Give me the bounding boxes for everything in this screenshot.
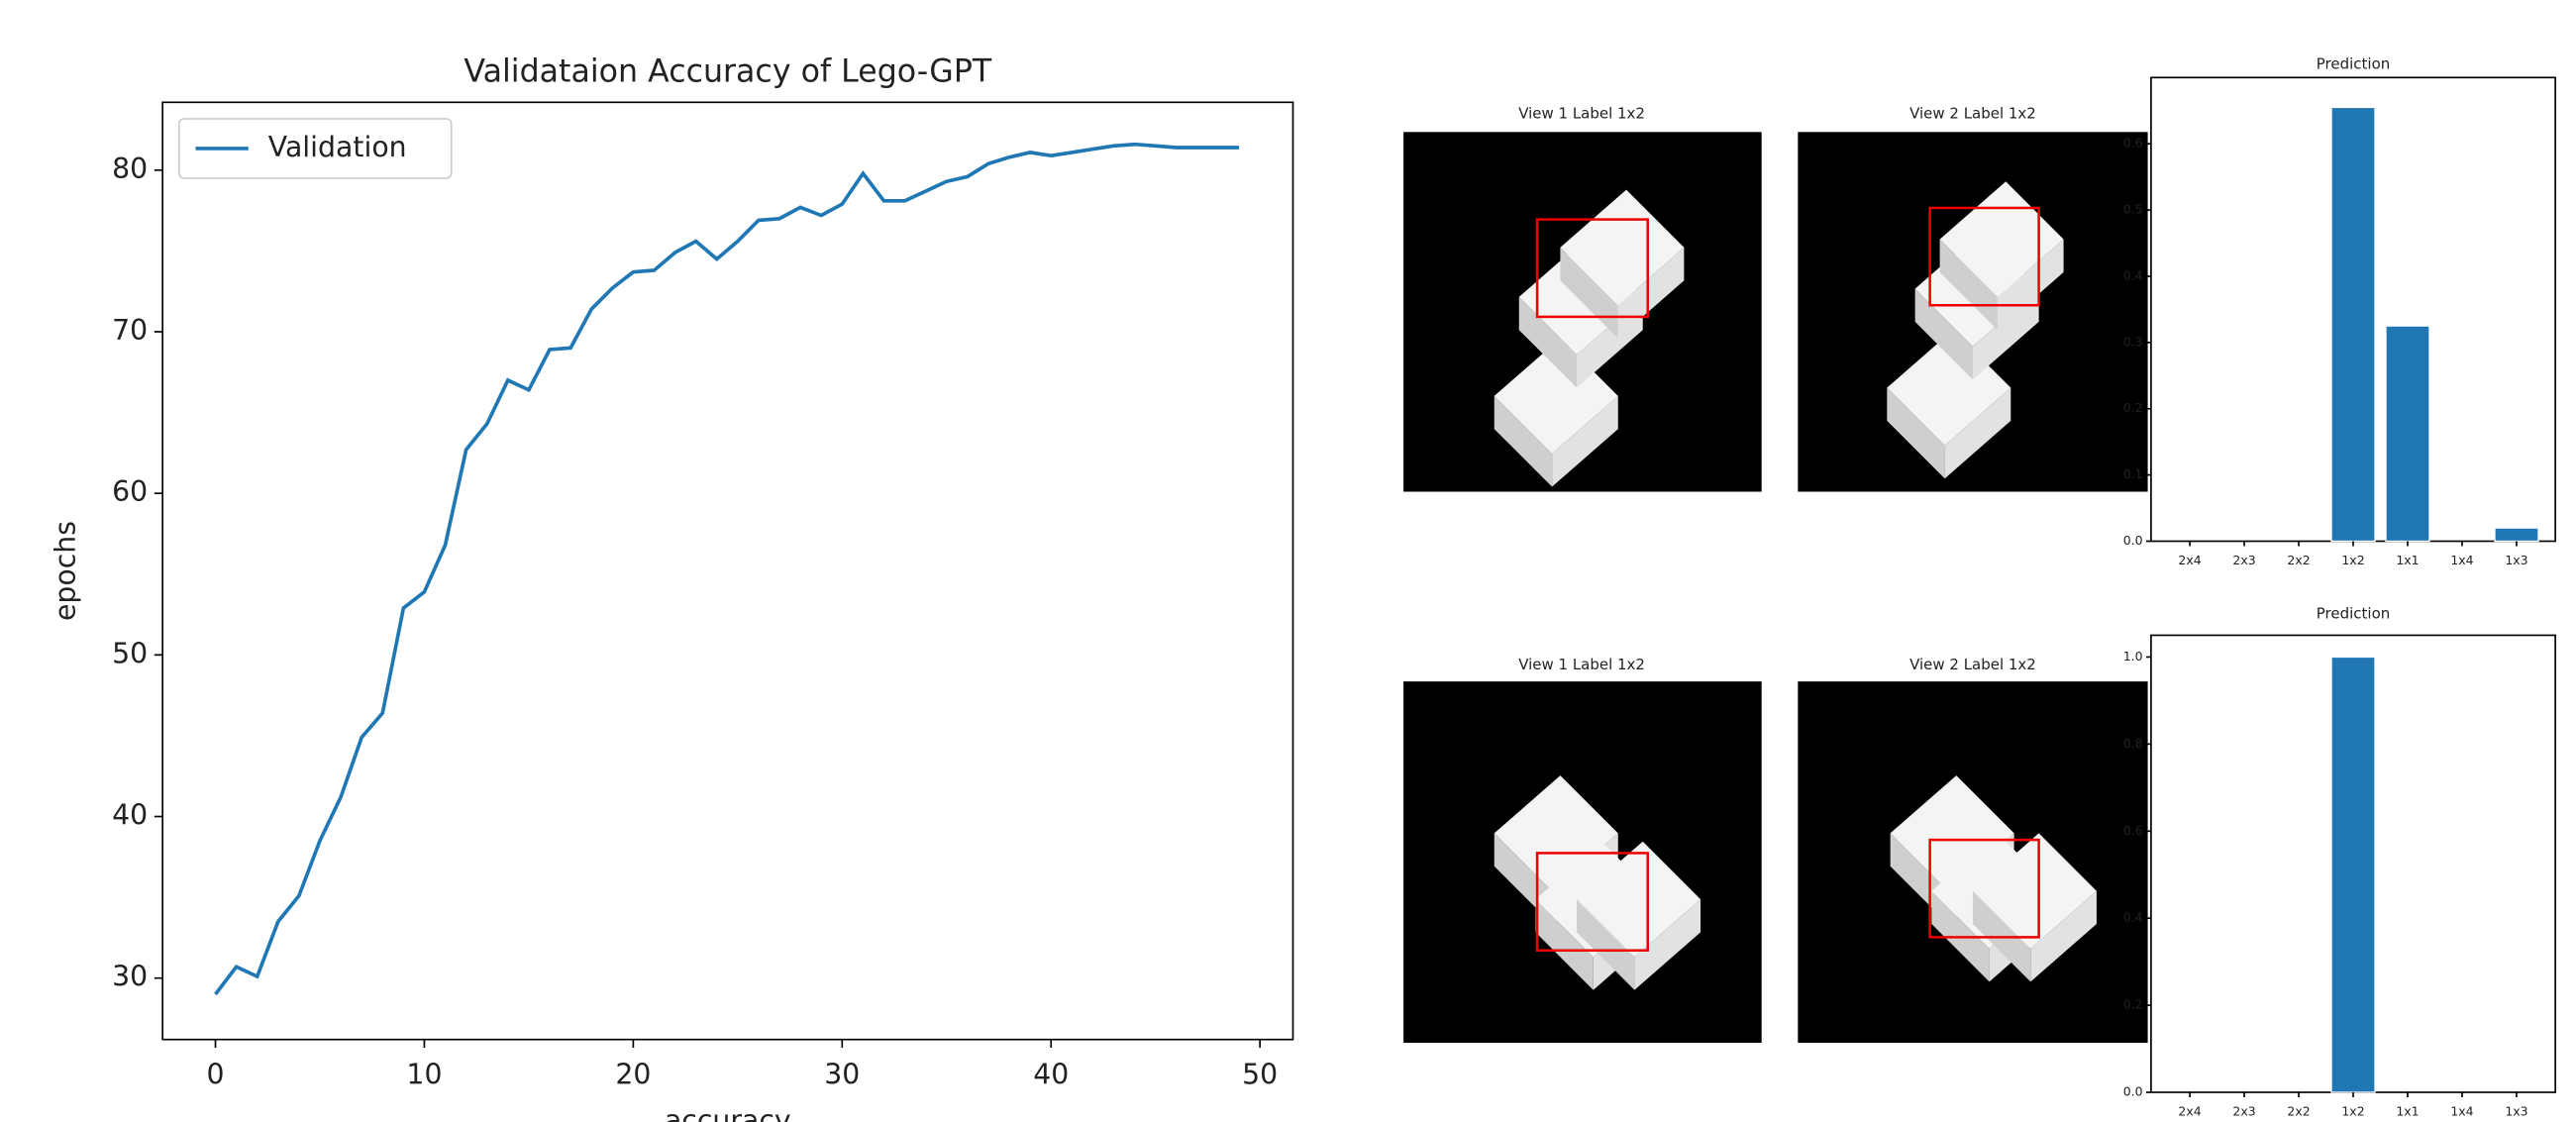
y-tick-label: 70 (112, 314, 148, 347)
y-tick-label: 0.4 (2123, 267, 2143, 282)
image-panel: View 1 Label 1x2 (1403, 104, 1762, 491)
bar (2331, 657, 2375, 1092)
x-tick-label: 2x4 (2178, 553, 2201, 567)
y-tick-label: 0.4 (2123, 910, 2143, 925)
chart-title: Prediction (2317, 54, 2390, 72)
y-tick-label: 40 (112, 799, 148, 832)
image-panel: View 2 Label 1x2 (1798, 104, 2147, 491)
y-tick-label: 0.1 (2123, 466, 2143, 481)
y-tick-label: 0.8 (2123, 736, 2143, 751)
x-axis-label: accuracy (665, 1104, 791, 1122)
image-panel: View 1 Label 1x2 (1403, 656, 1762, 1043)
x-tick-label: 1x3 (2505, 1104, 2527, 1119)
y-tick-label: 50 (112, 637, 148, 669)
image-panel: View 2 Label 1x2 (1798, 656, 2147, 1043)
y-tick-label: 0.5 (2123, 202, 2143, 217)
bar (2495, 528, 2538, 541)
x-tick-label: 1x3 (2505, 553, 2527, 567)
x-tick-label: 20 (615, 1058, 651, 1090)
x-tick-label: 1x4 (2450, 553, 2473, 567)
y-axis-label: epochs (50, 521, 82, 621)
x-tick-label: 1x1 (2396, 1104, 2419, 1119)
y-tick-label: 0.2 (2123, 997, 2143, 1012)
x-tick-label: 2x2 (2287, 1104, 2310, 1119)
x-tick-label: 1x2 (2341, 553, 2364, 567)
y-tick-label: 0.6 (2123, 823, 2143, 838)
image-title: View 1 Label 1x2 (1518, 104, 1645, 122)
image-title: View 2 Label 1x2 (1909, 656, 2036, 673)
y-tick-label: 0.0 (2123, 1084, 2143, 1099)
image-title: View 2 Label 1x2 (1909, 104, 2036, 122)
legend-label: Validation (268, 131, 407, 163)
x-tick-label: 0 (207, 1058, 225, 1090)
data-line (216, 145, 1240, 994)
chart-title: Validataion Accuracy of Lego-GPT (464, 53, 991, 89)
y-tick-label: 30 (112, 961, 148, 993)
x-tick-label: 1x2 (2341, 1104, 2364, 1119)
y-tick-label: 0.6 (2123, 136, 2143, 151)
x-tick-label: 2x2 (2287, 553, 2310, 567)
screenshot: View 1 Label 1x2 View 2 Label 1x2 View 1… (0, 0, 2576, 1122)
bar (2331, 107, 2375, 541)
y-tick-label: 1.0 (2123, 649, 2143, 663)
image-title: View 1 Label 1x2 (1518, 656, 1645, 673)
y-tick-label: 0.3 (2123, 334, 2143, 349)
x-tick-label: 30 (824, 1058, 860, 1090)
y-tick-label: 80 (112, 153, 148, 185)
x-tick-label: 2x4 (2178, 1104, 2201, 1119)
x-tick-label: 50 (1242, 1058, 1278, 1090)
y-tick-label: 60 (112, 475, 148, 508)
chart-title: Prediction (2317, 604, 2390, 622)
bar (2386, 326, 2429, 541)
x-tick-label: 2x3 (2232, 553, 2255, 567)
x-tick-label: 40 (1033, 1058, 1069, 1090)
plot-area (162, 102, 1292, 1039)
x-tick-label: 1x1 (2396, 553, 2419, 567)
x-tick-label: 2x3 (2232, 1104, 2255, 1119)
y-tick-label: 0.2 (2123, 400, 2143, 415)
x-tick-label: 1x4 (2450, 1104, 2473, 1119)
x-tick-label: 10 (406, 1058, 442, 1090)
y-tick-label: 0.0 (2123, 533, 2143, 548)
